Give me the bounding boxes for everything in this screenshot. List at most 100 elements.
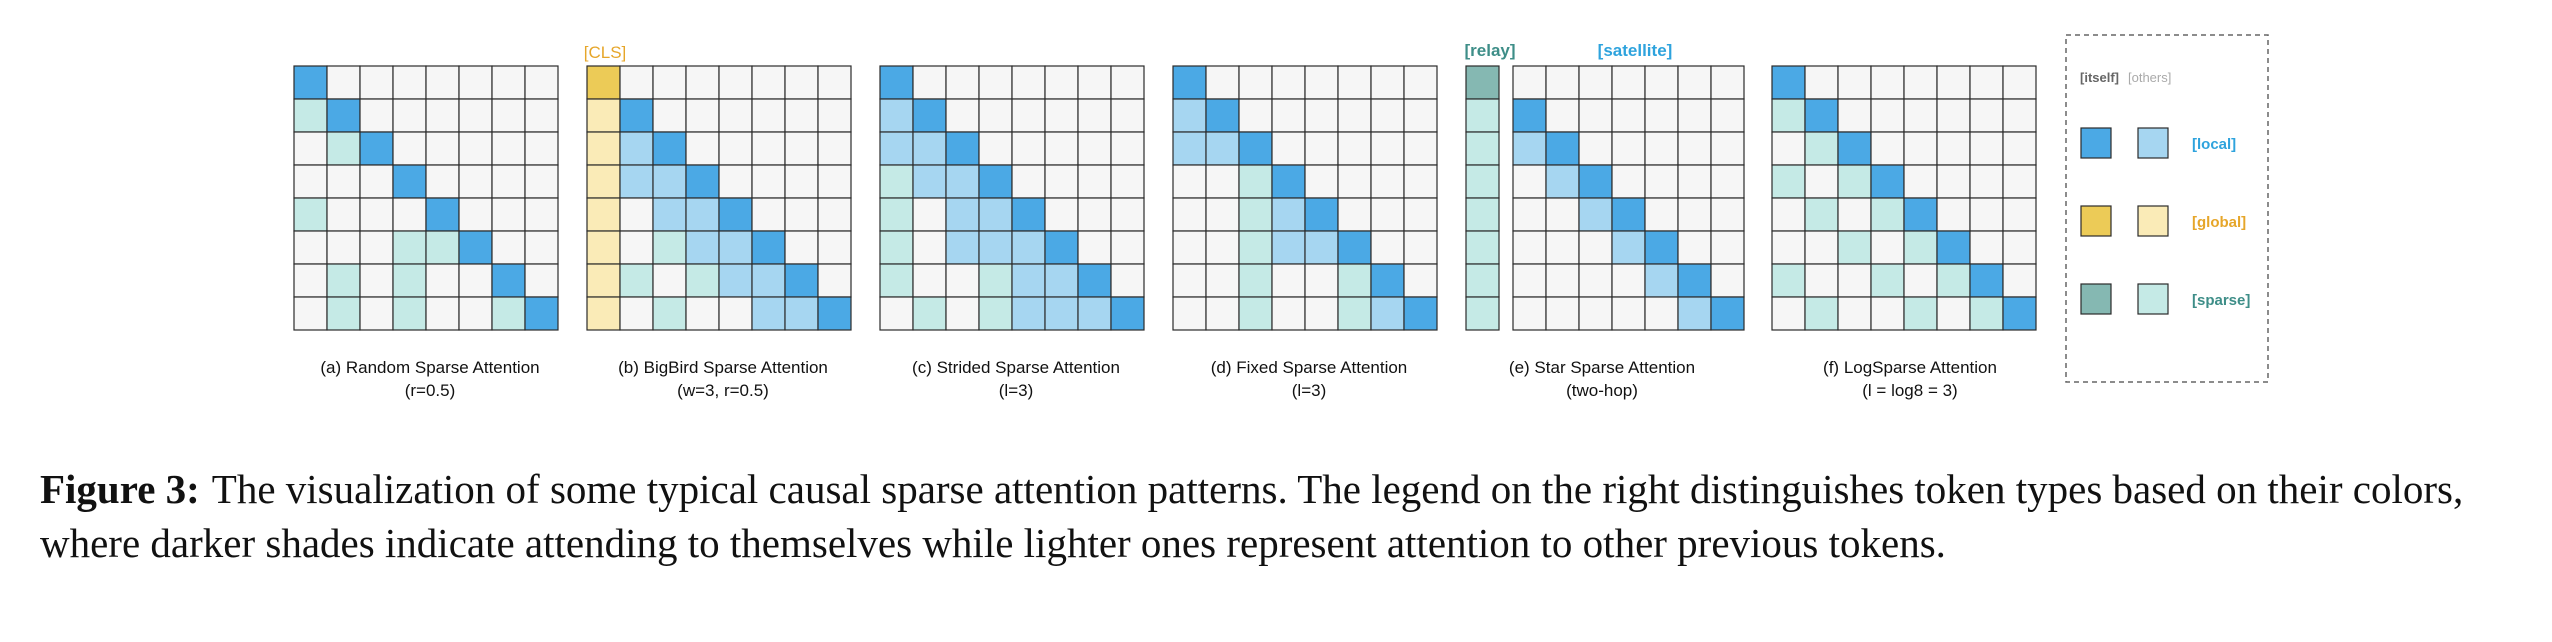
cell-empty xyxy=(1870,98,1905,133)
cell-empty xyxy=(1238,98,1273,133)
cell-local-other xyxy=(685,230,720,265)
cell-empty xyxy=(1936,296,1971,331)
cell-empty xyxy=(1370,164,1405,199)
cell-empty xyxy=(491,65,526,100)
cell-empty xyxy=(1304,65,1339,100)
legend-header-itself: [itself] xyxy=(2080,70,2119,85)
cell-empty xyxy=(945,296,980,331)
cell-local-other xyxy=(1370,296,1405,331)
panel-fixed: (d) Fixed Sparse Attention (l=3) xyxy=(1172,65,1438,400)
cell-local-self xyxy=(1804,98,1839,133)
cell-empty xyxy=(1644,296,1679,331)
cell-local-self xyxy=(1611,197,1646,232)
cell-local-self xyxy=(1304,197,1339,232)
cell-empty xyxy=(359,197,394,232)
cell-empty xyxy=(751,164,786,199)
cell-empty xyxy=(817,263,852,298)
cell-empty xyxy=(1611,263,1646,298)
cell-empty xyxy=(359,164,394,199)
cell-empty xyxy=(718,164,753,199)
legend-frame xyxy=(2065,34,2269,383)
cell-empty xyxy=(392,131,427,166)
cell-local-self xyxy=(524,296,559,331)
cell-empty xyxy=(1677,230,1712,265)
cell-empty xyxy=(817,164,852,199)
cell-sparse-other xyxy=(1804,197,1839,232)
cell-empty xyxy=(1545,296,1580,331)
cell-empty xyxy=(1110,164,1145,199)
cell-sparse-other xyxy=(1465,296,1500,331)
cell-empty xyxy=(1771,296,1806,331)
cell-empty xyxy=(1205,296,1240,331)
cell-local-self xyxy=(2002,296,2037,331)
cell-empty xyxy=(1545,98,1580,133)
cell-sparse-other xyxy=(879,230,914,265)
cell-empty xyxy=(1969,197,2004,232)
cell-local-other xyxy=(751,296,786,331)
cell-local-self xyxy=(1238,131,1273,166)
cell-empty xyxy=(784,131,819,166)
cell-empty xyxy=(1870,230,1905,265)
cell-local-self xyxy=(1271,164,1306,199)
cell-empty xyxy=(1710,263,1745,298)
cell-empty xyxy=(1110,263,1145,298)
cell-empty xyxy=(1512,65,1547,100)
cell-empty xyxy=(945,263,980,298)
cell-sparse-other xyxy=(1238,296,1273,331)
cell-empty xyxy=(1578,131,1613,166)
panel-caption-title: (d) Fixed Sparse Attention xyxy=(1211,358,1408,377)
cell-empty xyxy=(1205,65,1240,100)
cell-empty xyxy=(1710,230,1745,265)
cell-empty xyxy=(524,65,559,100)
cell-empty xyxy=(2002,164,2037,199)
cell-local-self xyxy=(1903,197,1938,232)
cell-empty xyxy=(1804,263,1839,298)
cell-sparse-other xyxy=(326,296,361,331)
cell-local-self xyxy=(619,98,654,133)
cell-sparse-other xyxy=(392,263,427,298)
cell-empty xyxy=(1205,230,1240,265)
cell-empty xyxy=(1403,263,1438,298)
cell-global-other xyxy=(586,98,621,133)
cell-global-other xyxy=(586,263,621,298)
cell-sparse-other xyxy=(879,164,914,199)
cell-local-other xyxy=(1611,230,1646,265)
cell-local-self xyxy=(1205,98,1240,133)
cell-empty xyxy=(1337,98,1372,133)
cell-global-other xyxy=(586,230,621,265)
cell-local-other xyxy=(685,197,720,232)
cell-sparse-other xyxy=(912,296,947,331)
cell-empty xyxy=(619,296,654,331)
cell-local-other xyxy=(912,164,947,199)
cell-local-self xyxy=(652,131,687,166)
cell-sparse-other xyxy=(326,131,361,166)
cell-empty xyxy=(945,98,980,133)
cell-local-other xyxy=(1271,230,1306,265)
cell-sparse-other xyxy=(1771,98,1806,133)
panel-caption-title: (a) Random Sparse Attention xyxy=(320,358,539,377)
cell-local-other xyxy=(652,197,687,232)
cell-empty xyxy=(1677,98,1712,133)
cell-sparse-other xyxy=(1870,197,1905,232)
cell-local-self xyxy=(1044,230,1079,265)
cell-empty xyxy=(619,230,654,265)
cell-empty xyxy=(1644,98,1679,133)
cell-empty xyxy=(1238,65,1273,100)
cell-sparse-other xyxy=(425,230,460,265)
cell-empty xyxy=(751,197,786,232)
cell-empty xyxy=(1804,230,1839,265)
cell-empty xyxy=(392,65,427,100)
cell-empty xyxy=(1870,131,1905,166)
cell-empty xyxy=(1611,296,1646,331)
cell-empty xyxy=(1903,98,1938,133)
legend: [itself] [others] [local] [global] [sparse… xyxy=(2065,34,2269,383)
cell-global-other xyxy=(586,197,621,232)
cell-empty xyxy=(491,230,526,265)
cell-local-other xyxy=(879,131,914,166)
cell-empty xyxy=(912,263,947,298)
cell-local-self xyxy=(1403,296,1438,331)
cell-empty xyxy=(1771,230,1806,265)
cell-empty xyxy=(1837,296,1872,331)
cell-empty xyxy=(1172,263,1207,298)
cell-empty xyxy=(1710,164,1745,199)
